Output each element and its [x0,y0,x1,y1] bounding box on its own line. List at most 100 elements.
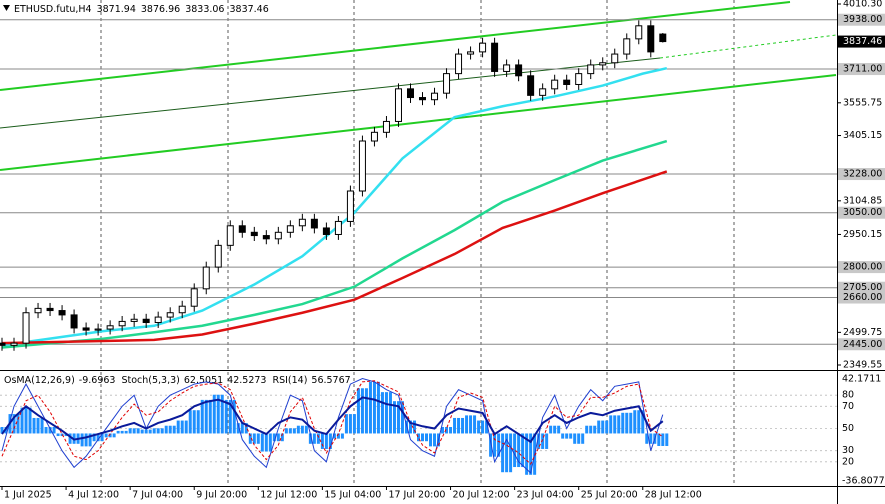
level-label: 2800.00 [843,262,882,273]
histogram-bar [545,433,549,449]
histogram-bar [132,428,136,434]
candle-body [70,314,78,329]
histogram-bar [348,414,352,434]
y2-tick-label: -36.80774 [842,476,885,487]
histogram-bar [457,417,461,434]
histogram-bar [36,417,40,434]
histogram-bar [657,433,661,446]
histogram-bar [272,433,276,442]
trendline [0,1,791,91]
histogram-bar [388,392,392,434]
histogram-bar [597,420,601,434]
histogram-bar [529,433,533,475]
histogram-bar [4,427,8,434]
histogram-bar [569,433,573,439]
histogram-bar [312,433,316,444]
histogram-bar [144,429,148,434]
candle-body [515,64,523,77]
candle-body [166,312,174,318]
histogram-bar [24,407,28,434]
indicator-value: -9.6963 [79,375,116,386]
indicator-name: RSI(14) [272,375,307,386]
histogram-bar [124,430,128,434]
histogram-bar [120,430,124,434]
histogram-bar [92,433,96,442]
y-tick-label: 3405.15 [843,130,882,141]
candle-body [334,220,342,235]
candle-body [190,288,198,307]
candle-body [214,244,222,268]
histogram-bar [384,392,388,434]
histogram-bar [537,433,541,449]
candle-body [34,307,42,314]
candle-body [431,92,439,101]
candle-body [202,266,210,290]
histogram-bar [621,412,625,434]
histogram-bar [641,410,645,434]
histogram-bar [288,428,292,434]
histogram-bar [429,433,433,447]
candles [0,20,667,351]
candle-body [142,318,150,324]
histogram-bar [324,433,328,449]
histogram-bar [665,433,669,446]
histogram-bar [509,433,513,473]
histogram-bar [581,433,585,444]
chart-title: ETHUSD.futu,H4 3871.94 3876.96 3833.06 3837.… [14,4,269,15]
histogram-bar [485,420,489,434]
candle-body [118,320,126,327]
histogram-bar [240,423,244,434]
histogram-bar [477,420,481,434]
level-label: 3228.00 [843,169,882,180]
x-tick-label: 28 Jul 12:00 [645,490,702,501]
histogram-bar [433,433,437,447]
histogram-bar [56,433,60,437]
histogram-bar [469,415,473,434]
histogram-bar [593,425,597,434]
histogram-bar [489,433,493,457]
histogram-bar [304,425,308,434]
candle-body [467,51,475,55]
histogram-bar [577,433,581,444]
histogram-bar [400,401,404,434]
level-label-bg [838,63,885,76]
histogram-bar [212,394,216,434]
histogram-bar [364,388,368,434]
histogram-bar [216,394,220,434]
histogram-bar [136,428,140,434]
indicator-line [1,378,664,474]
ohlc-value: 3837.46 [229,4,268,15]
histogram-bar [168,425,172,434]
histogram-bar [332,433,336,439]
indicator-value: 42.5273 [227,375,266,386]
symbol: ETHUSD.futu,H4 [14,4,92,15]
histogram-bar [224,399,228,434]
indicator-line [1,380,664,465]
histogram-bar [481,420,485,434]
histogram-bar [449,427,453,434]
histogram-bar [392,401,396,434]
histogram-bar [565,433,569,439]
histogram-bar [44,427,48,434]
histogram-bar [320,433,324,449]
histogram-bar [16,414,20,434]
histogram-bar [497,433,501,457]
level-label: 3050.00 [843,207,882,218]
candle-body [563,79,571,85]
histogram-bar [12,414,16,434]
histogram-bar [517,433,521,468]
histogram-bar [473,415,477,434]
histogram-bar [284,428,288,434]
x-tick-label: 1 Jul 2025 [4,490,52,501]
histogram-bar [629,412,633,434]
candle-body [370,131,378,142]
histogram-bar [160,428,164,434]
histogram-bar [252,433,256,444]
histogram-bar [493,433,497,457]
candle-body [0,342,6,346]
histogram-bar [404,420,408,434]
histogram-bar [553,425,557,434]
histogram-bar [220,394,224,434]
moving-average [1,170,668,345]
histogram-bar [276,433,280,442]
